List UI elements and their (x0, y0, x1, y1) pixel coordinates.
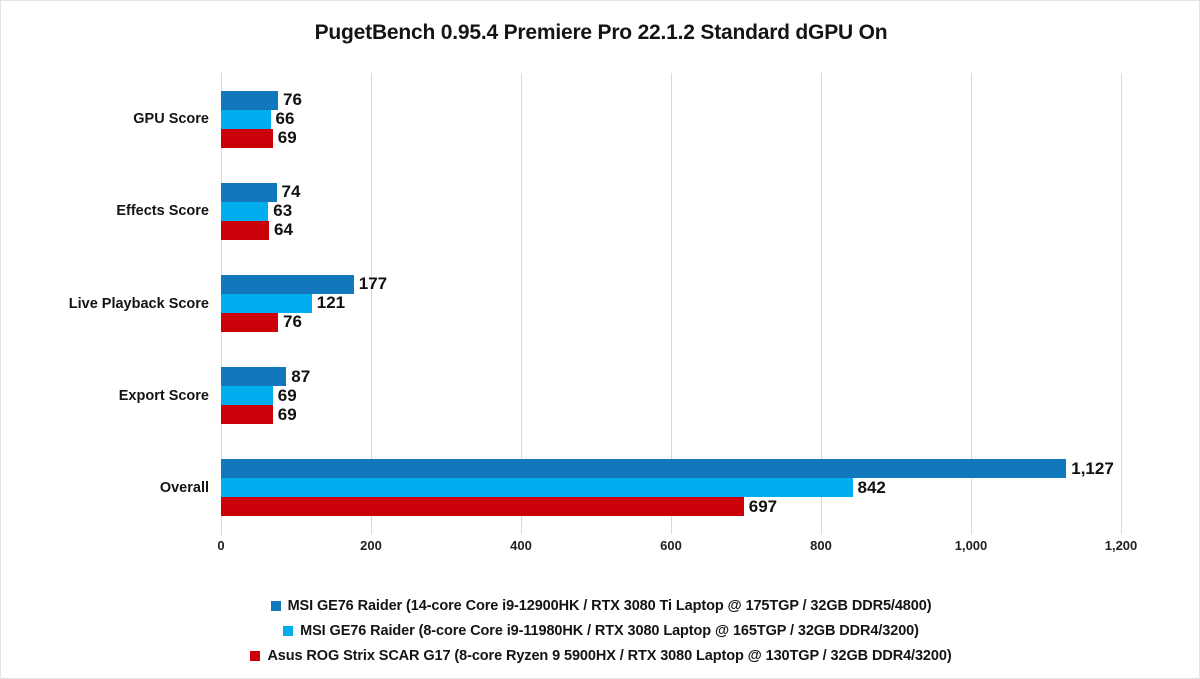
bar[interactable] (221, 128, 273, 148)
bar[interactable] (221, 182, 277, 202)
category-axis-labels: GPU Score Effects Score Live Playback Scor… (1, 73, 213, 534)
x-tick-label: 0 (217, 538, 225, 553)
bar-row[interactable]: 177 (221, 274, 1123, 294)
gridline (971, 73, 972, 534)
bar[interactable] (221, 405, 273, 425)
bar-value-label: 64 (274, 220, 293, 240)
bar[interactable] (221, 201, 269, 221)
bar-value-label: 74 (281, 182, 301, 202)
legend-label: MSI GE76 Raider (14-core Core i9-12900HK… (287, 597, 932, 614)
gridline (671, 73, 672, 534)
bar-group: 177 121 76 (221, 257, 1123, 349)
bar[interactable] (221, 497, 744, 517)
bar-value-label: 69 (277, 404, 297, 424)
legend-swatch-icon (250, 650, 261, 661)
x-tick-label: 600 (660, 538, 682, 553)
legend-item[interactable]: Asus ROG Strix SCAR G17 (8-core Ryzen 9 … (1, 643, 1200, 668)
bar-value-label: 1,127 (1071, 458, 1114, 478)
bar[interactable] (221, 274, 354, 294)
bar[interactable] (221, 312, 278, 332)
bar-group: 87 69 69 (221, 350, 1123, 442)
x-tick-label: 1,200 (1104, 538, 1138, 553)
bar-row[interactable]: 69 (221, 404, 1123, 425)
bar-value-label: 842 (857, 477, 886, 497)
category-label: Overall (159, 479, 209, 496)
page-title: PugetBench 0.95.4 Premiere Pro 22.1.2 St… (314, 21, 888, 44)
bar-value-label: 69 (277, 128, 297, 148)
legend-item[interactable]: MSI GE76 Raider (8-core Core i9-11980HK … (1, 618, 1200, 643)
x-tick-label: 400 (510, 538, 532, 553)
bar-row[interactable]: 121 (221, 293, 1123, 313)
x-tick-label: 800 (810, 538, 832, 553)
x-tick-label: 1,000 (954, 538, 988, 553)
bar[interactable] (221, 220, 269, 240)
x-axis-tick-labels: 0 200 400 600 800 1,000 1,200 (1, 538, 1200, 560)
bar[interactable] (221, 459, 1067, 479)
bar-row[interactable]: 64 (221, 220, 1123, 240)
legend-item[interactable]: MSI GE76 Raider (14-core Core i9-12900HK… (1, 593, 1200, 618)
bar-value-label: 69 (277, 385, 297, 405)
bar[interactable] (221, 478, 853, 498)
gridline (371, 73, 372, 534)
legend-swatch-icon (270, 600, 281, 611)
bar-value-label: 87 (291, 366, 311, 386)
bar-row[interactable]: 63 (221, 201, 1123, 221)
bar-value-label: 697 (748, 496, 778, 516)
category-label: GPU Score (133, 111, 209, 128)
bar-row[interactable]: 1,127 (221, 458, 1123, 479)
bar-row[interactable]: 842 (221, 477, 1123, 498)
gridline (821, 73, 822, 534)
bar-row[interactable]: 697 (221, 496, 1123, 517)
legend-label: MSI GE76 Raider (8-core Core i9-11980HK … (300, 622, 919, 639)
gridline (1121, 73, 1122, 534)
bar-value-label: 177 (358, 274, 388, 294)
bar-value-label: 76 (283, 312, 302, 332)
bar-row[interactable]: 69 (221, 128, 1123, 148)
bar-row[interactable]: 87 (221, 366, 1123, 387)
bar[interactable] (221, 386, 273, 406)
category-label: Live Playback Score (68, 295, 209, 312)
bar-row[interactable]: 74 (221, 182, 1123, 202)
bar-row[interactable]: 76 (221, 90, 1123, 110)
legend-swatch-icon (283, 625, 294, 636)
bar[interactable] (221, 293, 312, 313)
plot-area: 76 66 69 74 63 64 177 121 76 87 69 69 1,127 842 697 (221, 73, 1123, 534)
category-label: Export Score (118, 387, 209, 404)
bar-row[interactable]: 76 (221, 312, 1123, 332)
bar-group: 1,127 842 697 (221, 442, 1123, 534)
bar-value-label: 121 (316, 293, 346, 313)
x-tick-label: 200 (360, 538, 382, 553)
category-label: Effects Score (116, 203, 209, 220)
bar[interactable] (221, 90, 278, 110)
legend-label: Asus ROG Strix SCAR G17 (8-core Ryzen 9 … (267, 647, 952, 664)
bar-value-label: 66 (275, 109, 295, 129)
bar[interactable] (221, 109, 271, 129)
bar-group: 74 63 64 (221, 165, 1123, 257)
gridline (521, 73, 522, 534)
bar-group: 76 66 69 (221, 73, 1123, 165)
bar-value-label: 63 (273, 201, 293, 221)
bar-value-label: 76 (283, 90, 302, 110)
bar-row[interactable]: 66 (221, 109, 1123, 129)
bar-row[interactable]: 69 (221, 385, 1123, 406)
bar[interactable] (221, 367, 287, 387)
chart-legend: MSI GE76 Raider (14-core Core i9-12900HK… (1, 593, 1200, 668)
